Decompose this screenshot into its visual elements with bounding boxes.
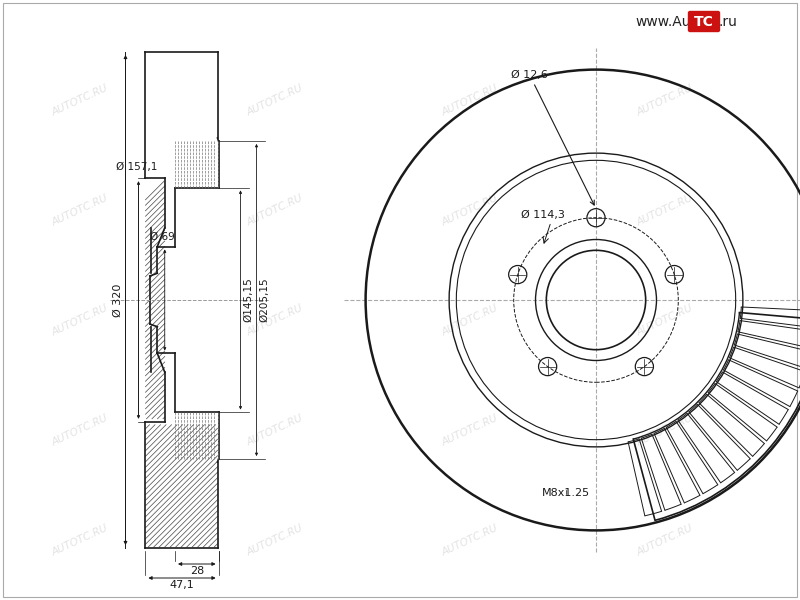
Text: 47,1: 47,1 bbox=[170, 580, 194, 590]
Text: www.Auto: www.Auto bbox=[635, 15, 705, 29]
Text: AUTOTC.RU: AUTOTC.RU bbox=[635, 302, 694, 337]
Text: Ø 320: Ø 320 bbox=[113, 283, 122, 317]
Text: Ø 114,3: Ø 114,3 bbox=[521, 210, 565, 220]
Text: Ø 157,1: Ø 157,1 bbox=[116, 162, 157, 172]
Text: M8x1.25: M8x1.25 bbox=[542, 488, 590, 499]
Text: Ø 12,6: Ø 12,6 bbox=[511, 70, 594, 205]
Text: Ø 69: Ø 69 bbox=[150, 232, 175, 242]
Text: AUTOTC.RU: AUTOTC.RU bbox=[246, 193, 305, 227]
Text: AUTOTC.RU: AUTOTC.RU bbox=[635, 523, 694, 557]
Text: AUTOTC.RU: AUTOTC.RU bbox=[440, 83, 500, 118]
Text: 28: 28 bbox=[190, 566, 204, 576]
Text: AUTOTC.RU: AUTOTC.RU bbox=[635, 83, 694, 118]
Text: AUTOTC.RU: AUTOTC.RU bbox=[635, 193, 694, 227]
Text: .ru: .ru bbox=[718, 15, 737, 29]
Text: AUTOTC.RU: AUTOTC.RU bbox=[440, 523, 500, 557]
Text: AUTOTC.RU: AUTOTC.RU bbox=[246, 83, 305, 118]
Text: TC: TC bbox=[694, 15, 714, 29]
Text: AUTOTC.RU: AUTOTC.RU bbox=[246, 302, 305, 337]
FancyBboxPatch shape bbox=[689, 11, 719, 31]
Text: AUTOTC.RU: AUTOTC.RU bbox=[50, 523, 110, 557]
Text: AUTOTC.RU: AUTOTC.RU bbox=[440, 302, 500, 337]
Text: AUTOTC.RU: AUTOTC.RU bbox=[50, 302, 110, 337]
Text: AUTOTC.RU: AUTOTC.RU bbox=[440, 413, 500, 448]
Text: AUTOTC.RU: AUTOTC.RU bbox=[246, 523, 305, 557]
Text: AUTOTC.RU: AUTOTC.RU bbox=[50, 83, 110, 118]
Text: AUTOTC.RU: AUTOTC.RU bbox=[635, 413, 694, 448]
Text: AUTOTC.RU: AUTOTC.RU bbox=[246, 413, 305, 448]
Text: AUTOTC.RU: AUTOTC.RU bbox=[50, 413, 110, 448]
Text: Ø205,15: Ø205,15 bbox=[259, 278, 270, 322]
Text: AUTOTC.RU: AUTOTC.RU bbox=[50, 193, 110, 227]
Text: AUTOTC.RU: AUTOTC.RU bbox=[440, 193, 500, 227]
Text: Ø145,15: Ø145,15 bbox=[243, 278, 254, 322]
